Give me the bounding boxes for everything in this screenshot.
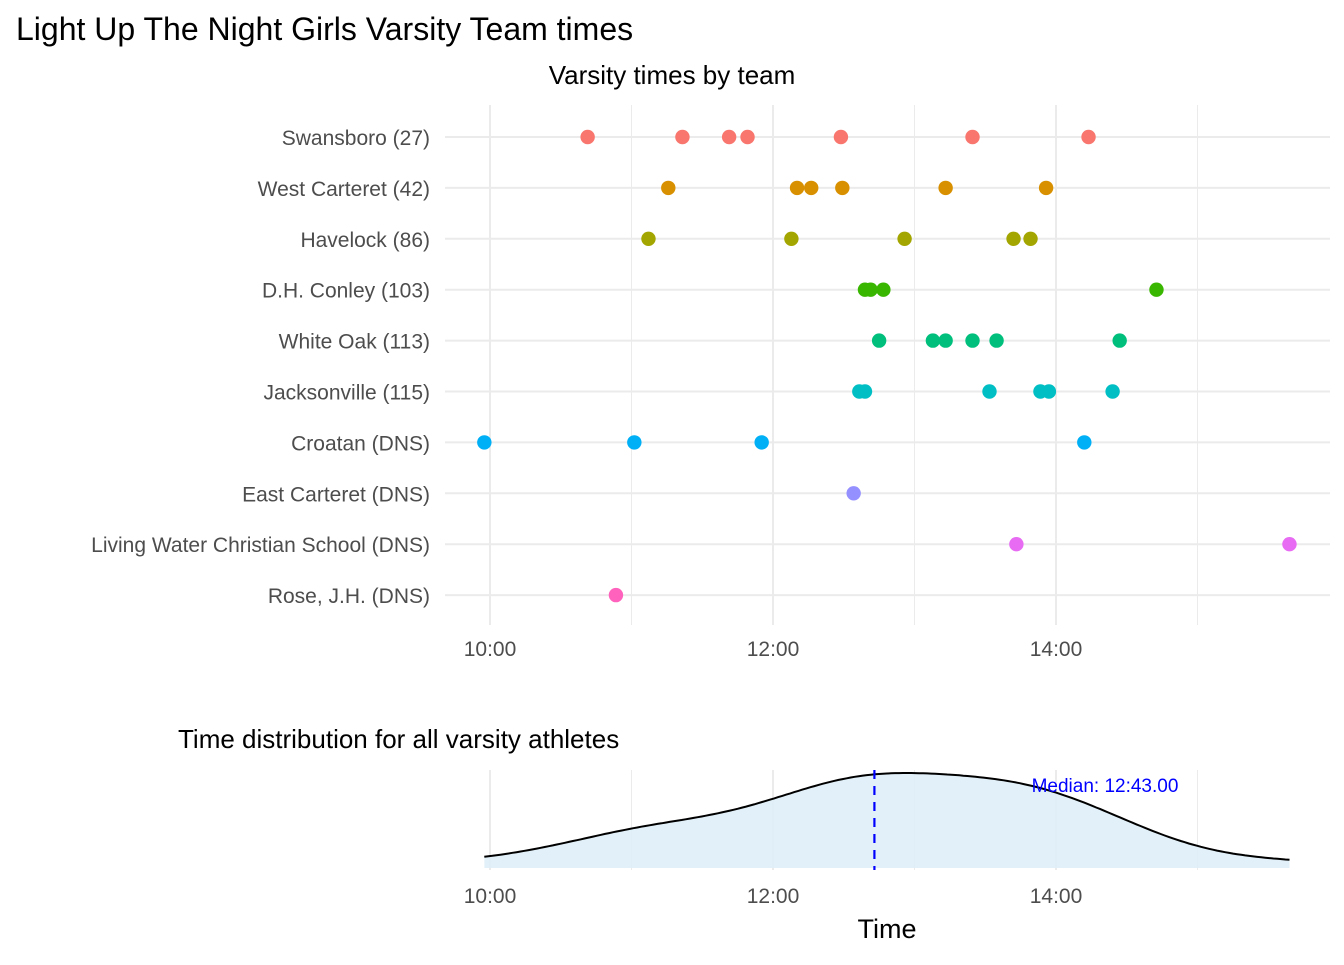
dotplot-title: Varsity times by team [549,60,796,90]
data-point [1041,384,1057,399]
data-point [477,435,492,450]
data-point [857,384,873,399]
figure-title: Light Up The Night Girls Varsity Team ti… [16,11,633,47]
data-point [1009,537,1024,552]
density-panel: 10:00 12:00 14:00 Median: 12:43.00 [464,770,1290,908]
median-label: Median: 12:43.00 [1032,776,1179,797]
x-tick-label: 14:00 [1030,885,1083,908]
data-point [871,333,887,348]
y-tick-label: Croatan (DNS) [291,432,430,455]
y-tick-label: West Carteret (42) [258,178,430,201]
y-tick-label: Havelock (86) [300,229,430,252]
y-tick-label: D.H. Conley (103) [262,280,430,303]
data-point [804,180,819,196]
y-tick-label: Rose, J.H. (DNS) [268,585,430,608]
data-point [1105,384,1120,399]
data-point [1149,282,1164,297]
data-point [925,333,941,348]
data-point [675,129,690,145]
y-tick-label: East Carteret (DNS) [242,483,430,506]
density-line [484,772,1290,861]
x-tick-label: 14:00 [1030,638,1083,661]
x-tick-label: 12:00 [747,638,800,661]
data-point [938,180,953,196]
data-point [1038,180,1054,196]
data-point [989,333,1004,348]
data-point [740,129,755,145]
data-point [965,333,980,348]
data-point [641,231,656,246]
y-tick-label: Swansboro (27) [282,127,430,150]
data-point [1081,129,1096,145]
data-point [835,180,850,196]
data-point [846,486,861,501]
data-point [897,231,912,246]
data-point [1077,435,1092,450]
data-point [754,435,769,450]
data-point [1282,537,1297,552]
data-point [863,282,878,297]
density-x-axis-label: Time [858,914,917,944]
data-point [876,282,891,297]
data-point [833,129,849,145]
data-point [627,435,642,450]
x-tick-label: 10:00 [464,885,517,908]
density-area [484,773,1290,868]
y-tick-label: White Oak (113) [279,331,430,354]
data-point [938,333,953,348]
y-tick-label: Living Water Christian School (DNS) [91,534,430,557]
x-tick-label: 10:00 [464,638,517,661]
dotplot-panel: 10:00 12:00 14:00 Swansboro (27) West Carter… [91,105,1330,661]
density-title: Time distribution for all varsity athlet… [178,724,619,754]
data-point [661,180,676,196]
data-point [580,129,595,145]
data-point [721,129,737,145]
y-tick-label: Jacksonville (115) [263,382,430,405]
data-point [608,587,624,603]
data-point [789,180,805,196]
data-point [982,384,997,399]
data-point [965,129,980,145]
data-point [1006,231,1021,246]
data-point [1112,333,1127,348]
data-point [784,231,799,246]
x-tick-label: 12:00 [747,885,800,908]
data-point [1023,231,1038,246]
